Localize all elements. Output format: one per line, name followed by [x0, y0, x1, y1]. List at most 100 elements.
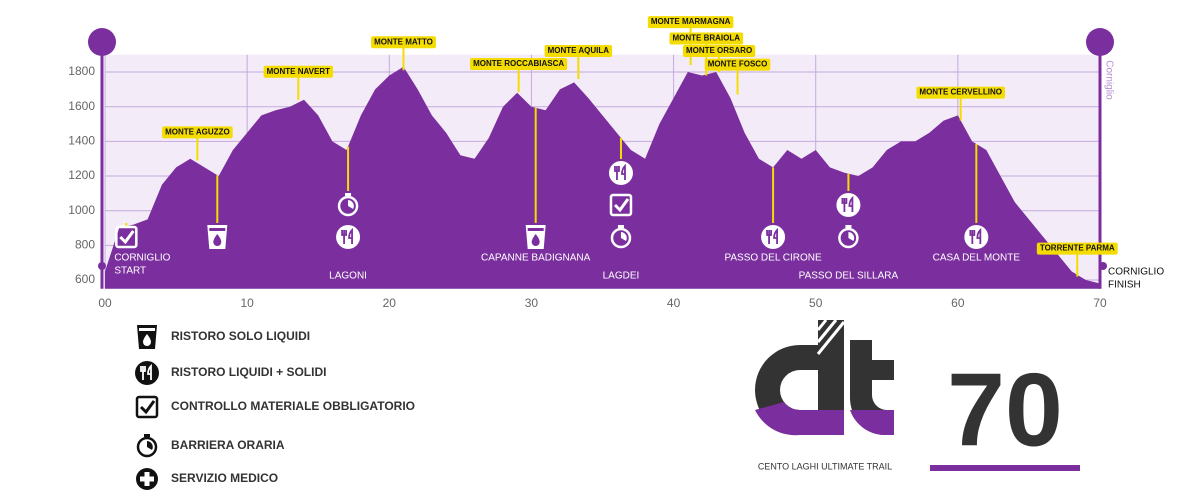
station-label: CAPANNE BADIGNANA [481, 253, 591, 264]
icon [761, 225, 786, 249]
icon-shape [608, 161, 633, 185]
icon [609, 193, 633, 217]
icon-shape [139, 400, 156, 415]
icon [964, 225, 989, 249]
peak-box [470, 57, 568, 70]
icon-shape [761, 225, 786, 249]
icon-shape [609, 193, 633, 217]
peak-label: MONTE FOSCO [708, 60, 768, 69]
peak-label: MONTE BRAIOLA [672, 34, 740, 43]
station-label: CORNIGLIO [114, 253, 170, 264]
icon-shape [209, 228, 226, 231]
icon-shape [140, 363, 152, 380]
x-tick-label: 10 [240, 296, 254, 310]
icon [525, 225, 546, 249]
legend-label: RISTORO SOLO LIQUIDI [171, 329, 310, 343]
station-label: START [114, 266, 146, 277]
icon-shape [140, 472, 154, 486]
icon-shape [614, 163, 626, 180]
icon-shape [348, 200, 354, 209]
legend-label: RISTORO LIQUIDI + SOLIDI [171, 365, 326, 379]
peak-label: MONTE NAVERT [267, 67, 331, 76]
icon-shape [527, 228, 544, 231]
peak-box [544, 44, 613, 57]
x-tick-label: 20 [383, 296, 397, 310]
station-label: PASSO DEL CIRONE [724, 253, 822, 264]
peak-label: MONTE CERVELLINO [919, 88, 1002, 97]
finish-label: FINISH [1108, 280, 1141, 291]
x-tick-label: 00 [98, 296, 112, 310]
peak-label: MONTE ROCCABIASCA [473, 59, 564, 68]
icon-shape [115, 225, 138, 249]
icon-shape [964, 225, 989, 249]
y-tick-label: 1400 [68, 134, 95, 148]
x-tick-label: 40 [667, 296, 681, 310]
icon [836, 193, 861, 217]
peak-label: TORRENTE PARMA [1040, 244, 1115, 253]
icon [610, 225, 632, 249]
legend-label: BARRIERA ORARIA [171, 438, 285, 452]
icon-shape [337, 195, 359, 217]
station-label: PASSO DEL SILLARA [799, 271, 899, 282]
peak-label: MONTE AQUILA [548, 46, 610, 55]
icon-shape [610, 227, 632, 249]
icon-shape [119, 230, 135, 245]
icon-shape [617, 225, 624, 228]
y-tick-label: 800 [75, 238, 95, 252]
icon [337, 193, 359, 217]
station-label: CASA DEL MONTE [933, 253, 1021, 264]
finish-label: CORNIGLIO [1108, 267, 1164, 278]
icon-shape [620, 232, 627, 241]
peak-box [682, 45, 756, 58]
icon [137, 325, 157, 349]
x-tick-label: 60 [951, 296, 965, 310]
icon-shape [848, 232, 855, 241]
icon-shape [213, 234, 222, 246]
logo: CENTO LAGHI ULTIMATE TRAIL 70 [755, 319, 1080, 471]
icon-shape [766, 227, 778, 244]
icon [136, 468, 158, 490]
icon-shape [845, 225, 852, 228]
icon [136, 434, 158, 458]
peak-box [916, 86, 1005, 99]
legend-label: SERVIZIO MEDICO [171, 471, 278, 485]
x-tick-label: 30 [525, 296, 539, 310]
peak-box [647, 16, 734, 29]
icon-shape [841, 195, 854, 212]
y-tick-label: 1200 [68, 168, 95, 182]
y-tick-label: 1600 [68, 99, 95, 113]
peak-label: MONTE ORSARO [686, 46, 752, 55]
icon-shape [147, 441, 153, 450]
icon-shape [341, 227, 353, 244]
logo-distance: 70 [947, 352, 1063, 468]
logo-tagline: CENTO LAGHI ULTIMATE TRAIL [758, 461, 892, 471]
icon-shape [139, 328, 155, 331]
x-tick-label: 50 [809, 296, 823, 310]
icon-shape [531, 234, 540, 246]
icon-shape [838, 227, 859, 249]
icon-shape [336, 225, 361, 249]
peak-label: MONTE MARMAGNA [651, 17, 731, 26]
icon [838, 225, 859, 249]
peak-label: MONTE MATTO [374, 37, 433, 46]
icon-shape [613, 198, 630, 213]
peak-label: MONTE AGUZZO [165, 128, 230, 137]
icon [135, 361, 159, 385]
side-label: Corniglio [1103, 60, 1114, 100]
y-tick-label: 1000 [68, 203, 95, 217]
peak-box [704, 58, 771, 71]
peak-box [263, 65, 334, 78]
peak-box [371, 36, 436, 49]
icon [207, 225, 228, 249]
icon [336, 225, 361, 249]
icon-shape [135, 361, 159, 385]
icon-shape [136, 436, 158, 458]
station-label: LAGDEI [603, 271, 640, 282]
icon-shape [144, 434, 150, 437]
icon-shape [143, 334, 151, 346]
legend-label: CONTROLLO MATERIALE OBBLIGATORIO [171, 399, 415, 413]
station-label: LAGONI [329, 271, 367, 282]
peak-box [1036, 242, 1118, 255]
icon-shape [135, 395, 159, 419]
